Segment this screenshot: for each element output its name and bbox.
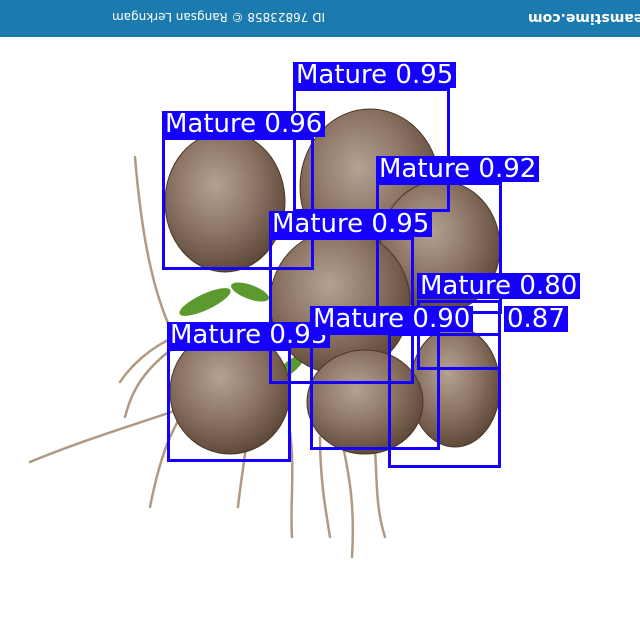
detection-label-3: Mature 0.92 bbox=[376, 156, 540, 182]
detection-label-1: Mature 0.95 bbox=[293, 62, 457, 88]
photo-credit: ID 76823858 © Rangsan Lerkngam bbox=[112, 10, 325, 24]
detection-box-6 bbox=[167, 348, 291, 462]
detection-box-2 bbox=[162, 137, 314, 270]
detection-label-8: 0.87 bbox=[504, 306, 568, 332]
detection-label-7: Mature 0.90 bbox=[310, 306, 474, 332]
detection-label-6: Mature 0.93 bbox=[167, 322, 331, 348]
detection-label-4: Mature 0.95 bbox=[269, 211, 433, 237]
watermark-banner: ID 76823858 © Rangsan Lerkngam dreamstim… bbox=[0, 0, 640, 37]
detection-box-8 bbox=[388, 333, 501, 468]
detection-label-2: Mature 0.96 bbox=[162, 111, 326, 137]
detection-box-7 bbox=[310, 332, 440, 450]
brand-logo: dreamstime.com bbox=[528, 10, 640, 26]
detection-box-1 bbox=[293, 88, 450, 212]
detection-label-5: Mature 0.80 bbox=[417, 273, 581, 299]
